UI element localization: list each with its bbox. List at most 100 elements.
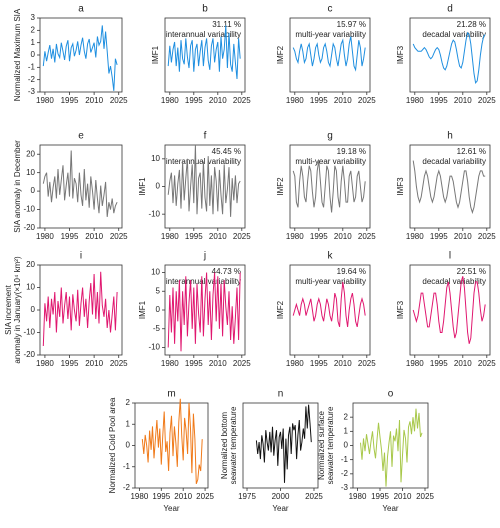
y-tick-label: 2 (126, 398, 131, 407)
y-tick-label: -2 (123, 483, 131, 492)
panel-title: m (167, 389, 175, 400)
variability-label: decadal variability (422, 157, 486, 166)
x-tick-label: 2025 (416, 492, 434, 501)
data-line (141, 398, 203, 484)
y-tick-label: -3 (28, 87, 36, 96)
x-tick-label: 2010 (85, 359, 103, 368)
y-tick-label: -10 (148, 343, 160, 352)
plot-frame (409, 264, 491, 356)
x-tick-label: 1995 (185, 232, 203, 241)
x-tick-label: 1980 (36, 96, 54, 105)
y-tick-label: -20 (23, 350, 35, 359)
x-tick-label: 1980 (161, 232, 179, 241)
x-tick-label: 2010 (454, 232, 472, 241)
x-tick-label: 1980 (286, 232, 304, 241)
variance-percent: 19.18 % (337, 147, 366, 156)
plot-frame (289, 17, 371, 93)
y-axis-label: IMF3 (396, 45, 405, 64)
x-tick-label: 1995 (152, 492, 170, 501)
y-axis-label: Normalized Cold Pool area (108, 397, 117, 493)
x-tick-label: 2010 (334, 96, 352, 105)
panel-title: c (328, 4, 333, 15)
x-tick-label: 1995 (310, 232, 328, 241)
x-tick-label: 2000 (272, 492, 290, 501)
x-tick-label: 2010 (85, 96, 103, 105)
y-tick-label: -1 (28, 62, 36, 71)
x-tick-label: 2025 (110, 232, 128, 241)
data-line (255, 404, 312, 483)
panel-title: e (78, 131, 84, 142)
plot-frame (289, 144, 371, 229)
y-axis-label: seawater temperature (229, 406, 238, 484)
plot-frame (39, 144, 123, 229)
y-axis-label: IMF2 (276, 45, 285, 64)
x-tick-label: 2025 (196, 492, 214, 501)
y-tick-label: 0 (31, 50, 36, 59)
x-tick-label: 2010 (209, 232, 227, 241)
x-tick-label: 2010 (174, 492, 192, 501)
variability-label: decadal variability (422, 30, 486, 39)
y-tick-label: -20 (23, 223, 35, 232)
x-tick-label: 2025 (358, 96, 376, 105)
y-tick-label: 2 (31, 25, 36, 34)
data-line (42, 25, 118, 91)
x-tick-label: 1975 (238, 492, 256, 501)
data-line (167, 272, 241, 352)
variability-label: interannual variability (166, 30, 241, 39)
y-tick-label: 20 (26, 149, 35, 158)
variance-percent: 12.61 % (457, 147, 486, 156)
y-tick-label: 1 (344, 426, 349, 435)
x-tick-label: 1980 (36, 359, 54, 368)
panel-title: i (80, 251, 82, 262)
y-axis-label: IMF3 (396, 300, 405, 319)
y-axis-label: IMF1 (151, 45, 160, 64)
data-line (292, 281, 366, 328)
x-tick-label: 2025 (358, 359, 376, 368)
x-axis-label: Year (382, 504, 399, 513)
x-tick-label: 1995 (310, 359, 328, 368)
x-tick-label: 2010 (454, 359, 472, 368)
x-tick-label: 2025 (358, 232, 376, 241)
plot-frame (409, 144, 491, 229)
x-tick-label: 2025 (233, 96, 251, 105)
y-tick-label: 10 (151, 154, 160, 163)
y-axis-label: Normalized bottom (220, 412, 229, 479)
y-axis-label: IMF2 (276, 177, 285, 196)
plot-frame (134, 402, 209, 489)
panel-title: j (203, 251, 206, 262)
variability-label: multi-year variability (295, 277, 366, 286)
y-tick-label: 10 (26, 283, 35, 292)
x-tick-label: 1980 (406, 96, 424, 105)
x-tick-label: 1980 (161, 359, 179, 368)
x-tick-label: 1995 (371, 492, 389, 501)
panel-title: a (78, 4, 84, 15)
variance-percent: 15.97 % (337, 20, 366, 29)
y-tick-label: 0 (126, 441, 131, 450)
y-tick-label: 10 (151, 268, 160, 277)
data-line (412, 276, 486, 344)
y-tick-label: 1 (31, 38, 36, 47)
data-line (412, 160, 486, 215)
y-tick-label: 1 (126, 419, 131, 428)
y-tick-label: 10 (26, 168, 35, 177)
x-tick-label: 1995 (430, 96, 448, 105)
y-axis-label: SIA anomaly in December (13, 140, 22, 233)
x-tick-label: 2025 (110, 96, 128, 105)
variability-label: multi-year variability (295, 30, 366, 39)
x-tick-label: 2010 (209, 96, 227, 105)
x-tick-label: 1980 (161, 96, 179, 105)
variance-percent: 21.28 % (457, 20, 486, 29)
x-tick-label: 2010 (454, 96, 472, 105)
y-tick-label: -2 (28, 75, 36, 84)
x-tick-label: 2010 (394, 492, 412, 501)
x-tick-label: 2025 (478, 359, 496, 368)
plot-frame (289, 264, 371, 356)
y-tick-label: 0 (31, 186, 36, 195)
panel-title: d (447, 4, 453, 15)
y-tick-label: -10 (148, 209, 160, 218)
x-tick-label: 1980 (406, 359, 424, 368)
plot-frame (164, 17, 246, 93)
y-tick-label: -2 (341, 469, 349, 478)
data-line (167, 25, 241, 80)
